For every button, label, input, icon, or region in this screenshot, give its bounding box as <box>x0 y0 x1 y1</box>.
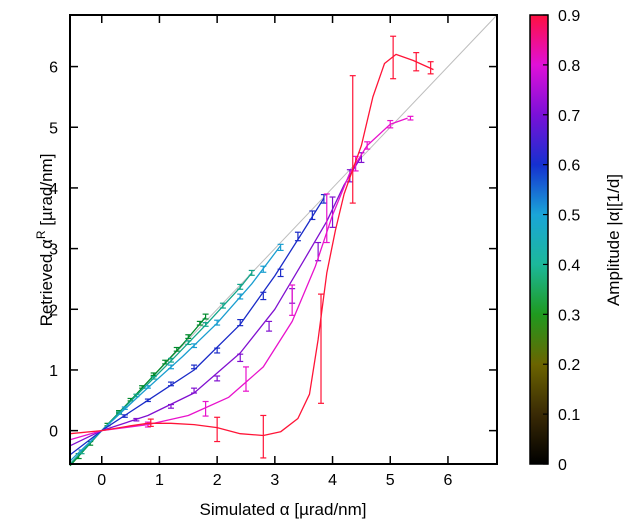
x-tick-label: 3 <box>270 472 279 489</box>
error-bar <box>147 418 154 427</box>
colorbar-tick-label: 0.7 <box>558 108 580 125</box>
plot-frame <box>69 14 498 465</box>
error-bar <box>173 346 180 352</box>
error-bar <box>260 414 267 459</box>
error-bar <box>185 340 192 346</box>
series-2 <box>69 243 284 462</box>
error-bar <box>214 319 221 326</box>
colorbar-tick-label: 0.9 <box>558 8 580 25</box>
error-bar <box>167 364 174 370</box>
y-tick-label: 6 <box>49 60 58 77</box>
plot-area <box>69 14 498 467</box>
error-bar <box>167 357 174 363</box>
x-tick-label: 5 <box>386 472 395 489</box>
x-tick-label: 0 <box>97 472 106 489</box>
error-bar <box>237 293 244 300</box>
error-bar <box>277 243 284 252</box>
error-bar <box>329 196 336 228</box>
series-0 <box>69 313 209 467</box>
series-3 <box>69 194 327 456</box>
error-bar <box>427 61 434 75</box>
error-bar <box>219 302 226 309</box>
error-bar <box>121 406 128 410</box>
series-line <box>69 156 362 447</box>
y-tick-label: 1 <box>49 363 58 380</box>
colorbar-ticks: 0 0.1 0.2 0.3 0.4 0.5 0.6 0.7 0.8 0.9 <box>543 8 580 474</box>
error-bar <box>323 193 330 244</box>
error-bar <box>242 366 249 392</box>
error-bar <box>214 347 221 354</box>
error-bar <box>277 268 284 278</box>
error-bar <box>167 381 174 387</box>
error-bar <box>387 119 394 129</box>
x-tick-label: 6 <box>443 472 452 489</box>
error-bar <box>150 376 157 380</box>
error-bar <box>320 194 327 204</box>
error-bar <box>191 364 198 370</box>
error-bar <box>294 231 301 242</box>
colorbar-tick-label: 0.3 <box>558 307 580 324</box>
y-axis-label: Retrieved αR [µrad/nm] <box>34 154 56 327</box>
colorbar: 0 0.1 0.2 0.3 0.4 0.5 0.6 0.7 0.8 0.9 Amplitude |… <box>529 8 623 474</box>
series-line <box>69 117 408 441</box>
x-axis-label: Simulated α [µrad/nm] <box>199 500 366 519</box>
y-tick-label: 2 <box>49 302 58 319</box>
error-bar <box>191 343 198 349</box>
colorbar-tick-label: 0.5 <box>558 208 580 225</box>
error-bar <box>318 293 325 404</box>
error-bar <box>237 353 244 363</box>
error-bar <box>248 269 255 276</box>
error-bar <box>144 398 151 403</box>
error-bar <box>390 35 397 80</box>
colorbar-tick-label: 0 <box>558 457 567 474</box>
y-axis: 0 1 2 3 4 5 6 <box>49 60 497 441</box>
error-bar <box>309 210 316 221</box>
x-tick-label: 4 <box>328 472 337 489</box>
colorbar-gradient <box>529 14 549 465</box>
error-bar <box>214 375 221 382</box>
error-bar <box>185 334 192 340</box>
error-bar <box>260 291 267 301</box>
error-bar <box>121 414 128 418</box>
series-5 <box>69 115 414 441</box>
error-bar <box>364 141 371 150</box>
y-tick-label: 3 <box>49 242 58 259</box>
error-bar <box>237 318 244 327</box>
x-axis: 0 1 2 3 4 5 6 <box>97 15 452 489</box>
error-bar <box>167 403 174 409</box>
colorbar-tick-label: 0.4 <box>558 257 580 274</box>
error-bar <box>349 75 356 204</box>
series-6 <box>69 35 434 459</box>
error-bar <box>144 385 151 389</box>
x-tick-label: 1 <box>155 472 164 489</box>
error-bar <box>196 320 203 326</box>
series-line <box>69 197 325 456</box>
error-bar <box>202 322 209 327</box>
error-bar <box>191 387 198 394</box>
error-bar <box>413 52 420 72</box>
colorbar-tick-label: 0.8 <box>558 58 580 75</box>
error-bar <box>266 320 273 332</box>
error-bar <box>202 313 209 320</box>
colorbar-label: Amplitude |α|[1/d] <box>604 174 623 306</box>
error-bar <box>214 416 221 443</box>
error-bar <box>202 400 209 417</box>
y-tick-label: 0 <box>49 424 58 441</box>
error-bar <box>260 265 267 273</box>
y-tick-label: 5 <box>49 120 58 137</box>
colorbar-tick-label: 0.6 <box>558 158 580 175</box>
colorbar-tick-label: 0.1 <box>558 407 580 424</box>
error-bar <box>133 417 140 422</box>
error-bar <box>237 283 244 290</box>
error-bar <box>407 115 414 121</box>
error-bar <box>289 284 296 316</box>
colorbar-tick-label: 0.2 <box>558 357 580 374</box>
x-tick-label: 2 <box>213 472 222 489</box>
y-tick-label: 4 <box>49 181 58 198</box>
series-line <box>69 53 434 437</box>
